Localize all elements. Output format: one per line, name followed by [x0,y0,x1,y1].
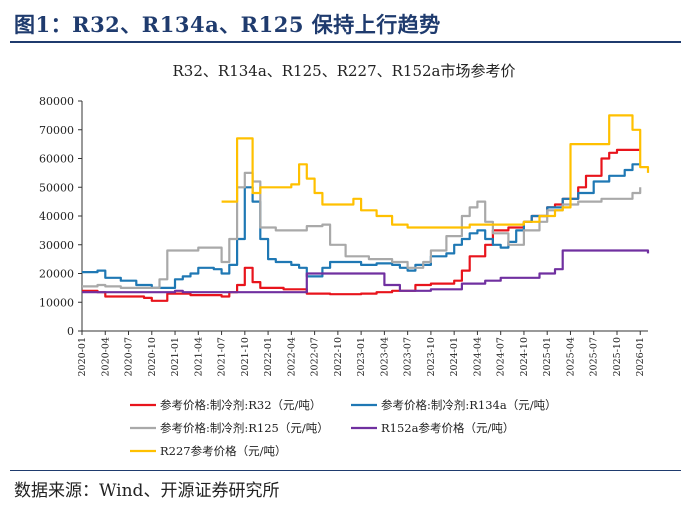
x-tick-label: 2025-07 [589,337,600,376]
legend-label-4: R227参考价格（元/吨） [160,444,286,458]
page-header: 图1：R32、R134a、R125 保持上行趋势 [0,0,689,44]
y-tick-label: 10000 [39,296,74,309]
x-tick-label: 2025-01 [542,337,553,376]
x-tick-label: 2025-04 [565,337,576,376]
y-tick-label: 70000 [39,124,74,137]
x-tick-label: 2024-07 [496,337,507,376]
y-tick-label: 0 [67,325,74,338]
price-chart: R32、R134a、R125、R227、R152a市场参考价 0 10000 2000… [39,62,650,458]
x-tick-label: 2021-04 [193,337,204,376]
y-tick-label: 30000 [39,239,74,252]
x-tick-label: 2023-07 [403,337,414,376]
legend-label-1: 参考价格:制冷剂:R134a（元/吨） [381,398,557,412]
footer-rule [10,470,681,471]
series-line-2 [82,171,642,289]
x-tick-label: 2024-04 [472,337,483,376]
x-tick-label: 2025-10 [612,337,623,376]
x-tick-label: 2020-10 [147,337,158,376]
x-tick-label: 2021-01 [170,337,181,376]
x-tick-label: 2023-10 [426,337,437,376]
y-tick-label: 50000 [39,181,74,194]
chart-title: R32、R134a、R125、R227、R152a市场参考价 [173,62,516,80]
x-tick-label: 2020-01 [77,337,88,376]
series-line-4 [221,114,650,229]
x-tick-label: 2021-10 [240,337,251,376]
y-tick-label: 20000 [39,268,74,281]
x-tick-label: 2023-01 [356,337,367,376]
x-tick-label: 2022-04 [286,337,297,376]
x-tick-label: 2026-01 [635,337,646,376]
x-tick-label: 2021-07 [217,337,228,376]
legend-label-2: 参考价格:制冷剂:R125（元/吨） [160,421,329,435]
x-tick-label: 2020-04 [100,337,111,376]
series-line-0 [82,148,641,302]
y-tick-label: 80000 [39,95,74,108]
source-note: 数据来源：Wind、开源证券研究所 [14,481,280,501]
x-tick-label: 2023-04 [379,337,390,376]
x-tick-label: 2024-01 [449,337,460,376]
series-line-3 [82,249,650,294]
legend-label-0: 参考价格:制冷剂:R32（元/吨） [160,398,321,412]
x-tick-label: 2022-10 [333,337,344,376]
y-tick-label: 60000 [39,153,74,166]
y-tick-label: 40000 [39,210,74,223]
x-tick-label: 2022-01 [263,337,274,376]
x-tick-label: 2022-07 [310,337,321,376]
x-tick-label: 2024-10 [519,337,530,376]
page-title: 图1：R32、R134a、R125 保持上行趋势 [14,12,441,37]
header-rule [10,41,681,43]
legend-label-3: R152a参考价格（元/吨） [381,421,514,435]
x-tick-label: 2020-07 [124,337,135,376]
